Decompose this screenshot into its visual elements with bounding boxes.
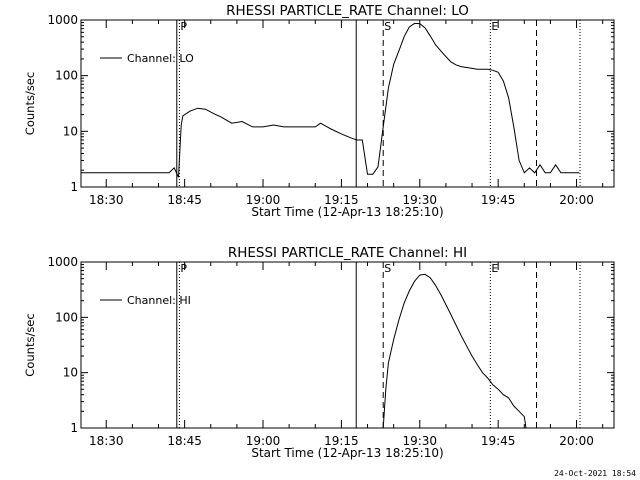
plot-frame bbox=[80, 19, 615, 188]
chart-title: RHESSI PARTICLE_RATE Channel: LO bbox=[226, 3, 469, 19]
x-tick-label: 19:00 bbox=[246, 193, 281, 207]
event-marker-label: S bbox=[384, 262, 391, 275]
event-marker-label: P bbox=[180, 262, 187, 275]
legend-label: Channel: HI bbox=[127, 294, 191, 307]
y-tick-label: 1000 bbox=[47, 255, 78, 269]
x-tick-label: 19:45 bbox=[481, 434, 516, 448]
x-tick-label: 19:30 bbox=[402, 434, 437, 448]
y-tick-label: 1000 bbox=[47, 13, 78, 27]
x-tick-label: 19:15 bbox=[324, 434, 359, 448]
x-tick-label: 19:15 bbox=[324, 193, 359, 207]
x-axis-label: Start Time (12-Apr-13 18:25:10) bbox=[251, 446, 443, 460]
event-marker-label: P bbox=[180, 20, 187, 33]
x-tick-label: 19:00 bbox=[246, 434, 281, 448]
legend-label: Channel: LO bbox=[127, 52, 194, 65]
x-tick-label: 20:00 bbox=[559, 193, 594, 207]
y-tick-label: 10 bbox=[63, 124, 78, 138]
event-marker-label: S bbox=[384, 20, 391, 33]
data-series-line bbox=[382, 273, 527, 429]
event-marker-label: E bbox=[491, 262, 498, 275]
chart-panel-lo: RHESSI PARTICLE_RATE Channel: LO Counts/s… bbox=[23, 3, 615, 219]
x-tick-label: 18:30 bbox=[89, 193, 124, 207]
plot-frame bbox=[80, 261, 615, 429]
y-tick-label: 1 bbox=[70, 421, 78, 435]
x-tick-label: 19:30 bbox=[402, 193, 437, 207]
x-tick-label: 19:45 bbox=[481, 193, 516, 207]
y-tick-label: 100 bbox=[55, 69, 78, 83]
x-tick-label: 18:30 bbox=[89, 434, 124, 448]
x-tick-label: 20:00 bbox=[559, 434, 594, 448]
chart-panel-hi: RHESSI PARTICLE_RATE Channel: HI Counts/s… bbox=[23, 245, 615, 460]
data-series-line bbox=[81, 22, 580, 178]
y-tick-label: 1 bbox=[70, 180, 78, 194]
y-axis-label: Counts/sec bbox=[23, 313, 37, 376]
x-axis-label: Start Time (12-Apr-13 18:25:10) bbox=[251, 205, 443, 219]
chart-title: RHESSI PARTICLE_RATE Channel: HI bbox=[228, 245, 467, 261]
y-tick-label: 100 bbox=[55, 310, 78, 324]
y-axis-label: Counts/sec bbox=[23, 72, 37, 135]
x-tick-label: 18:45 bbox=[167, 434, 202, 448]
x-tick-label: 18:45 bbox=[167, 193, 202, 207]
event-marker-label: E bbox=[491, 20, 498, 33]
y-tick-label: 10 bbox=[63, 366, 78, 380]
footer-timestamp: 24-Oct-2021 18:54 bbox=[554, 469, 636, 478]
